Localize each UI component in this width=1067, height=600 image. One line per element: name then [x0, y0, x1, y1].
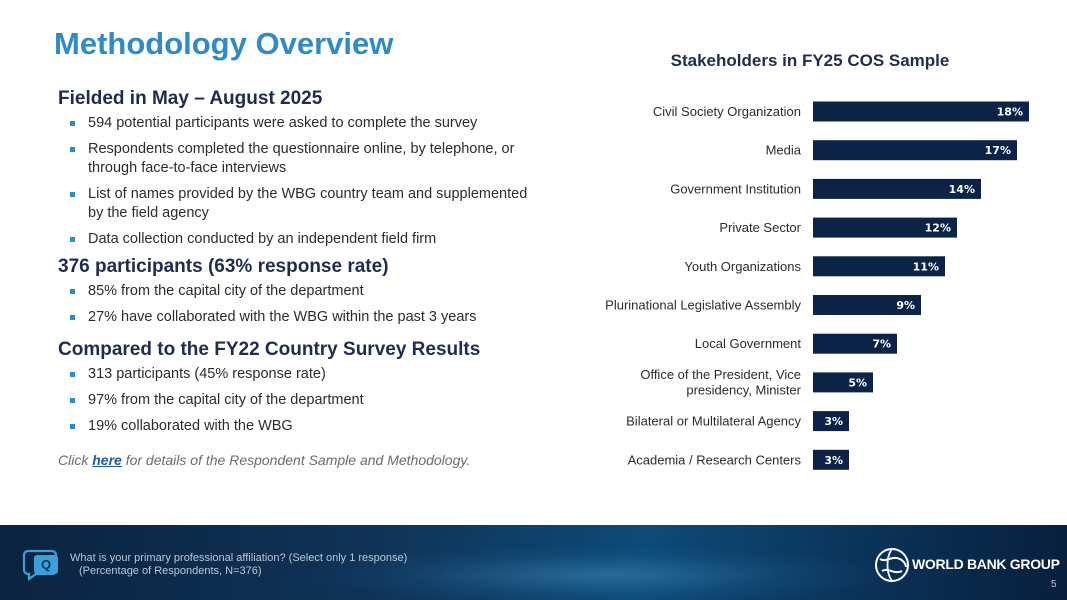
footer-bar: Q What is your primary professional affi… — [0, 525, 1067, 600]
details-link[interactable]: here — [92, 452, 122, 468]
bar-value-label: 3% — [824, 415, 843, 428]
bullet-square-icon — [70, 289, 75, 294]
bar-1 — [813, 101, 1029, 122]
bar-value-label: 12% — [925, 222, 951, 235]
bar-9 — [813, 411, 849, 432]
world-bank-group-logo-text: WORLD BANK GROUP — [912, 556, 1060, 572]
stakeholders-bar-chart: 18% Civil Society Organization 17% Media 14%… — [605, 101, 1029, 470]
bar-2 — [813, 140, 1017, 161]
category-label: Academia / Research Centers — [628, 452, 802, 467]
category-label: Plurinational Legislative Assembly — [605, 298, 801, 313]
methodology-note: Click here for details of the Respondent… — [58, 452, 471, 468]
list-item: 97% from the capital city of the departm… — [58, 391, 528, 410]
category-label: Youth Organizations — [684, 259, 801, 274]
bar-value-label: 3% — [824, 454, 843, 467]
bullet-square-icon — [70, 315, 75, 320]
bar-5 — [813, 256, 945, 277]
category-label: Government Institution — [670, 181, 801, 196]
bar-value-label: 5% — [848, 376, 867, 389]
question-text: What is your primary professional affili… — [70, 552, 408, 564]
bullet-square-icon — [70, 424, 75, 429]
bar-value-label: 11% — [913, 260, 939, 273]
bar-10 — [813, 449, 849, 470]
bar-value-label: 14% — [949, 183, 975, 196]
bar-7 — [813, 333, 897, 354]
section-heading-fielded: Fielded in May – August 2025 — [58, 88, 323, 109]
category-label: Local Government — [695, 336, 802, 351]
category-label: Private Sector — [719, 220, 801, 235]
question-base-text: (Percentage of Respondents, N=376) — [79, 565, 262, 577]
svg-text:Q: Q — [41, 557, 51, 572]
section-heading-comparison: Compared to the FY22 Country Survey Resu… — [58, 339, 481, 360]
bar-value-label: 9% — [896, 299, 915, 312]
bullet-list-fielded: 594 potential participants were asked to… — [58, 114, 528, 249]
category-label: Media — [766, 143, 802, 158]
bar-6 — [813, 295, 921, 315]
list-item: Data collection conducted by an independ… — [58, 230, 528, 249]
bar-value-label: 18% — [997, 106, 1023, 119]
bullet-square-icon — [70, 398, 75, 403]
footer-wave-decoration — [300, 545, 900, 600]
list-item: 594 potential participants were asked to… — [58, 114, 528, 133]
bullet-list-participants: 85% from the capital city of the departm… — [58, 282, 528, 327]
page-title: Methodology Overview — [54, 26, 394, 61]
category-label: Civil Society Organization — [653, 104, 801, 119]
world-bank-globe-icon — [875, 548, 909, 582]
list-item: 313 participants (45% response rate) — [58, 365, 528, 384]
list-item: 27% have collaborated with the WBG withi… — [58, 308, 528, 327]
bar-3 — [813, 178, 981, 199]
section-heading-participants: 376 participants (63% response rate) — [58, 256, 389, 277]
bullet-square-icon — [70, 372, 75, 377]
list-item: Respondents completed the questionnaire … — [58, 140, 528, 178]
category-label: Office of the President, Vice presidency,… — [640, 367, 801, 398]
bullet-list-comparison: 313 participants (45% response rate) 97%… — [58, 365, 528, 436]
bar-4 — [813, 217, 957, 238]
chart-title: Stakeholders in FY25 COS Sample — [670, 51, 950, 70]
question-bubble-icon: Q — [22, 549, 58, 582]
list-item: 19% collaborated with the WBG — [58, 417, 528, 436]
list-item: 85% from the capital city of the departm… — [58, 282, 528, 301]
survey-question: What is your primary professional affili… — [70, 552, 407, 578]
bullet-square-icon — [70, 147, 75, 152]
bar-value-label: 17% — [985, 144, 1011, 157]
page-number: 5 — [1051, 579, 1057, 590]
bullet-square-icon — [70, 121, 75, 126]
category-label: Bilateral or Multilateral Agency — [626, 414, 801, 429]
bullet-square-icon — [70, 192, 75, 197]
list-item: List of names provided by the WBG countr… — [58, 185, 528, 223]
methodology-panel: Fielded in May – August 2025 594 potenti… — [58, 88, 528, 468]
bar-value-label: 7% — [872, 338, 891, 351]
bar-8 — [813, 372, 873, 393]
bullet-square-icon — [70, 237, 75, 242]
